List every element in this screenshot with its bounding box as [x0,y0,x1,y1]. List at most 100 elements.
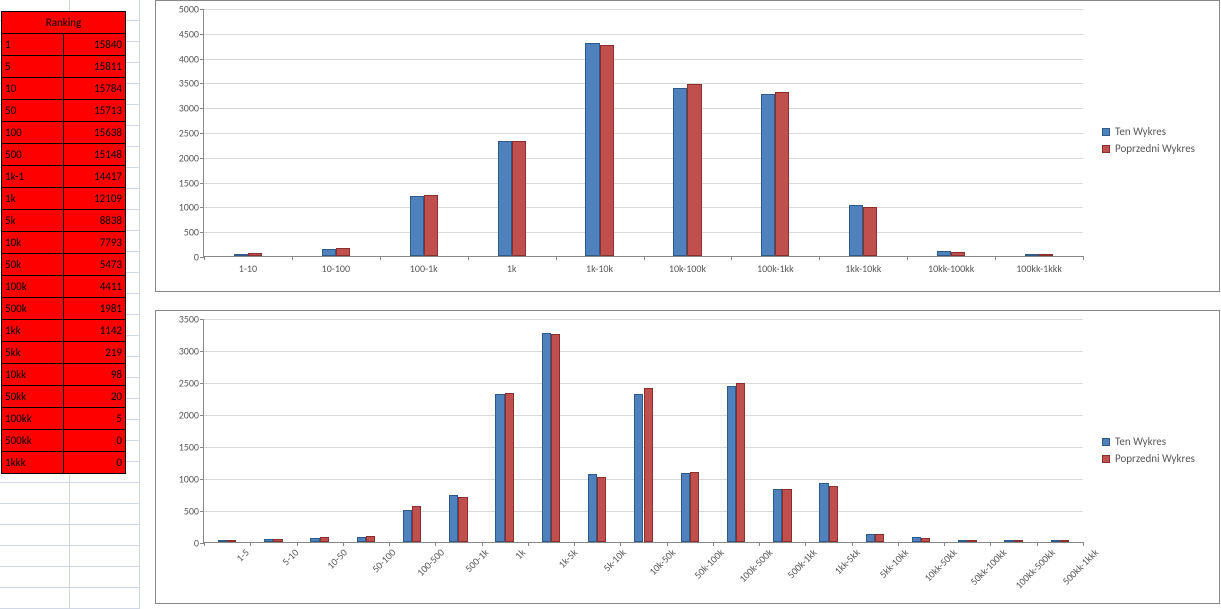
chart-top-plot: 0500100015002000250030003500400045005000… [203,9,1083,257]
ranking-value: 15811 [64,56,126,78]
ranking-value: 98 [64,364,126,386]
ranking-value: 5 [64,408,126,430]
y-tick-label: 0 [194,251,199,264]
bar-series2 [320,537,329,542]
x-category-label: 100kk-500kk [1012,546,1057,591]
bar-series2 [227,540,236,542]
ranking-label: 1kkk [2,452,64,474]
ranking-label: 10kk [2,364,64,386]
legend-swatch-icon [1102,128,1110,136]
legend-item-series1: Ten Wykres [1102,435,1195,448]
x-category-label: 10kk-50kk [922,546,960,584]
ranking-table: Ranking 11584051581110157845015713100156… [1,11,126,474]
bar-series1 [1025,254,1039,256]
y-tick-label: 2000 [179,151,199,164]
ranking-value: 0 [64,430,126,452]
x-category-label: 1k [507,262,517,275]
ranking-label: 100k [2,276,64,298]
bar-series2 [1014,540,1023,542]
y-tick-label: 500 [184,505,199,518]
bar-series2 [336,248,350,256]
x-category-label: 5kk-10kk [877,546,912,581]
bar-series2 [863,207,877,256]
y-tick-label: 0 [194,537,199,550]
bar-series2 [775,92,789,256]
chart-bottom-legend: Ten Wykres Poprzedni Wykres [1102,431,1195,469]
chart-bottom: 05001000150020002500300035001-55-1010-50… [155,310,1220,604]
table-row: 1kkk0 [2,452,126,474]
table-row: 1k12109 [2,188,126,210]
x-category-label: 5-10 [279,546,301,568]
y-tick-label: 2500 [179,377,199,390]
bar-series1 [542,333,551,542]
ranking-value: 1981 [64,298,126,320]
table-row: 1k-114417 [2,166,126,188]
ranking-label: 1k [2,188,64,210]
x-category-label: 10k-100k [669,262,706,275]
x-category-label: 1k-5k [556,546,581,571]
y-tick-label: 4500 [179,27,199,40]
x-category-label: 10kk-100kk [928,262,974,275]
legend-label: Poprzedni Wykres [1115,452,1195,465]
ranking-label: 5 [2,56,64,78]
legend-label: Ten Wykres [1115,125,1166,138]
bar-series2 [736,383,745,542]
x-category-label: 100kk-1kkk [1016,262,1062,275]
bar-series1 [937,251,951,256]
x-category-label: 1-10 [239,262,257,275]
bar-series2 [690,472,699,542]
ranking-label: 500 [2,144,64,166]
ranking-value: 5473 [64,254,126,276]
bar-series2 [1039,254,1053,256]
bar-series2 [597,477,606,542]
ranking-value: 4411 [64,276,126,298]
ranking-label: 1k-1 [2,166,64,188]
bar-series1 [912,537,921,542]
legend-item-series2: Poprzedni Wykres [1102,142,1195,155]
bar-series1 [866,534,875,542]
bar-series2 [829,486,838,542]
y-tick-label: 1500 [179,176,199,189]
ranking-value: 8838 [64,210,126,232]
y-tick-label: 1000 [179,473,199,486]
bar-series2 [505,393,514,542]
bar-series2 [921,538,930,542]
ranking-label: 10k [2,232,64,254]
ranking-label: 5kk [2,342,64,364]
legend-swatch-icon [1102,455,1110,463]
table-row: 10015638 [2,122,126,144]
x-category-label: 10k-50k [646,546,678,578]
y-tick-label: 3000 [179,345,199,358]
bar-series2 [875,534,884,542]
y-tick-label: 2000 [179,409,199,422]
ranking-label: 100kk [2,408,64,430]
x-category-label: 50kk-100kk [967,546,1009,588]
table-row: 50kk20 [2,386,126,408]
legend-label: Ten Wykres [1115,435,1166,448]
ranking-label: 10 [2,78,64,100]
bar-series1 [958,540,967,542]
y-tick-label: 4000 [179,52,199,65]
ranking-value: 15638 [64,122,126,144]
x-category-label: 5k-10k [601,546,629,574]
bar-series1 [819,483,828,542]
ranking-value: 15840 [64,34,126,56]
bar-series2 [687,84,701,256]
x-category-label: 100k-500k [737,546,776,585]
ranking-value: 15713 [64,100,126,122]
y-tick-label: 1000 [179,201,199,214]
ranking-label: 500k [2,298,64,320]
x-category-label: 500k-1kk [784,546,819,581]
legend-swatch-icon [1102,438,1110,446]
bar-series1 [773,489,782,542]
table-row: 1015784 [2,78,126,100]
bar-series2 [644,388,653,542]
bar-series1 [585,43,599,256]
ranking-value: 1142 [64,320,126,342]
bar-series2 [458,497,467,542]
table-row: 50015148 [2,144,126,166]
table-row: 500k1981 [2,298,126,320]
bar-series1 [310,538,319,542]
x-category-label: 500kk-1kkk [1060,546,1102,588]
bar-series1 [1004,540,1013,542]
